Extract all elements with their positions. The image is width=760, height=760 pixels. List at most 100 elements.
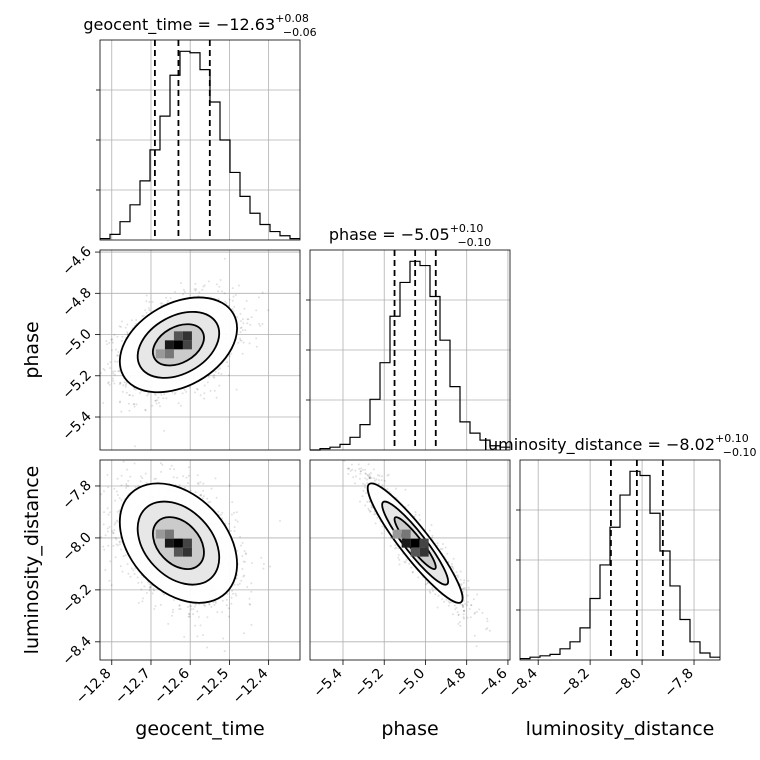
sample-point bbox=[250, 582, 253, 585]
sample-point bbox=[457, 622, 460, 625]
sample-point bbox=[411, 570, 414, 573]
sample-point bbox=[235, 511, 238, 514]
density-cell bbox=[173, 547, 183, 557]
sample-point bbox=[134, 567, 137, 570]
title-plus: +0.10 bbox=[450, 222, 484, 235]
sample-point bbox=[172, 608, 174, 611]
sample-point bbox=[106, 530, 109, 533]
sample-point bbox=[94, 479, 96, 481]
density-cell bbox=[164, 349, 174, 359]
sample-point bbox=[459, 578, 462, 581]
sample-point bbox=[374, 522, 377, 525]
sample-point bbox=[184, 486, 186, 489]
title-prefix: geocent_time = bbox=[83, 15, 216, 35]
sample-point bbox=[107, 513, 110, 516]
sample-point bbox=[117, 351, 120, 353]
sample-point bbox=[215, 396, 218, 399]
sample-point bbox=[130, 567, 133, 570]
sample-point bbox=[444, 546, 447, 549]
sample-point bbox=[129, 475, 132, 478]
sample-point bbox=[210, 487, 213, 490]
sample-point bbox=[114, 370, 116, 373]
scatter-panel-geocent_time-luminosity_distance bbox=[91, 459, 301, 661]
sample-point bbox=[116, 360, 119, 363]
sample-point bbox=[201, 288, 204, 291]
sample-point bbox=[115, 490, 118, 493]
sample-point bbox=[347, 472, 350, 475]
sample-point bbox=[214, 601, 217, 604]
sample-point bbox=[116, 520, 119, 523]
sample-point bbox=[114, 536, 117, 539]
sample-point bbox=[194, 603, 197, 606]
sample-point bbox=[221, 517, 224, 520]
sample-point bbox=[231, 592, 234, 595]
density-cell bbox=[173, 331, 183, 341]
sample-point bbox=[107, 486, 110, 489]
sample-point bbox=[202, 285, 205, 288]
sample-point bbox=[234, 592, 237, 595]
sample-point bbox=[103, 511, 105, 514]
sample-point bbox=[174, 290, 176, 293]
sample-point bbox=[93, 558, 95, 560]
sample-point bbox=[261, 291, 264, 294]
sample-point bbox=[218, 285, 221, 288]
sample-point bbox=[241, 352, 244, 355]
sample-point bbox=[170, 464, 173, 467]
sample-point bbox=[172, 476, 175, 479]
sample-point bbox=[145, 482, 148, 484]
sample-point bbox=[91, 506, 93, 508]
sample-point bbox=[250, 316, 253, 319]
sample-point bbox=[255, 337, 258, 340]
sample-point bbox=[358, 454, 360, 456]
sample-point bbox=[163, 429, 166, 432]
histogram-step-geocent_time bbox=[100, 50, 300, 240]
sample-point bbox=[245, 553, 248, 556]
sample-point bbox=[131, 394, 134, 397]
sample-point bbox=[156, 399, 159, 402]
sample-point bbox=[380, 479, 383, 482]
sample-point bbox=[417, 576, 420, 579]
sample-point bbox=[194, 491, 197, 494]
sample-point bbox=[202, 489, 205, 492]
sample-point bbox=[102, 545, 105, 548]
sample-point bbox=[463, 587, 466, 590]
sample-point bbox=[242, 632, 245, 635]
sample-point bbox=[129, 394, 131, 397]
sample-point bbox=[158, 401, 161, 404]
sample-point bbox=[236, 583, 239, 586]
sample-point bbox=[239, 337, 242, 340]
sample-point bbox=[109, 560, 112, 563]
sample-point bbox=[228, 374, 230, 377]
density-cell bbox=[155, 529, 165, 539]
sample-point bbox=[368, 509, 370, 512]
sample-point bbox=[207, 280, 210, 283]
sample-point bbox=[144, 409, 147, 412]
sample-point bbox=[121, 390, 124, 393]
sample-point bbox=[267, 309, 270, 312]
sample-point bbox=[436, 542, 439, 545]
sample-point bbox=[134, 445, 136, 448]
sample-point bbox=[145, 300, 148, 303]
sample-point bbox=[133, 572, 136, 575]
sample-point bbox=[120, 325, 122, 328]
panel-title-phase: phase = −5.05+0.10 −0.10 bbox=[329, 222, 491, 249]
density-cell bbox=[182, 547, 192, 557]
sample-point bbox=[428, 590, 431, 593]
sample-point bbox=[174, 391, 177, 394]
sample-point bbox=[182, 475, 185, 478]
sample-point bbox=[118, 401, 121, 404]
sample-point bbox=[206, 646, 209, 649]
sample-point bbox=[113, 487, 116, 490]
sample-point bbox=[116, 510, 119, 513]
sample-point bbox=[462, 581, 465, 584]
sample-point bbox=[230, 513, 233, 516]
sample-point bbox=[159, 302, 162, 305]
sample-point bbox=[142, 314, 145, 317]
sample-point bbox=[148, 586, 151, 589]
sample-point bbox=[159, 603, 162, 606]
sample-point bbox=[202, 634, 204, 636]
sample-point bbox=[106, 507, 109, 510]
sample-point bbox=[120, 339, 123, 342]
sample-point bbox=[231, 308, 234, 310]
sample-point bbox=[110, 338, 113, 341]
